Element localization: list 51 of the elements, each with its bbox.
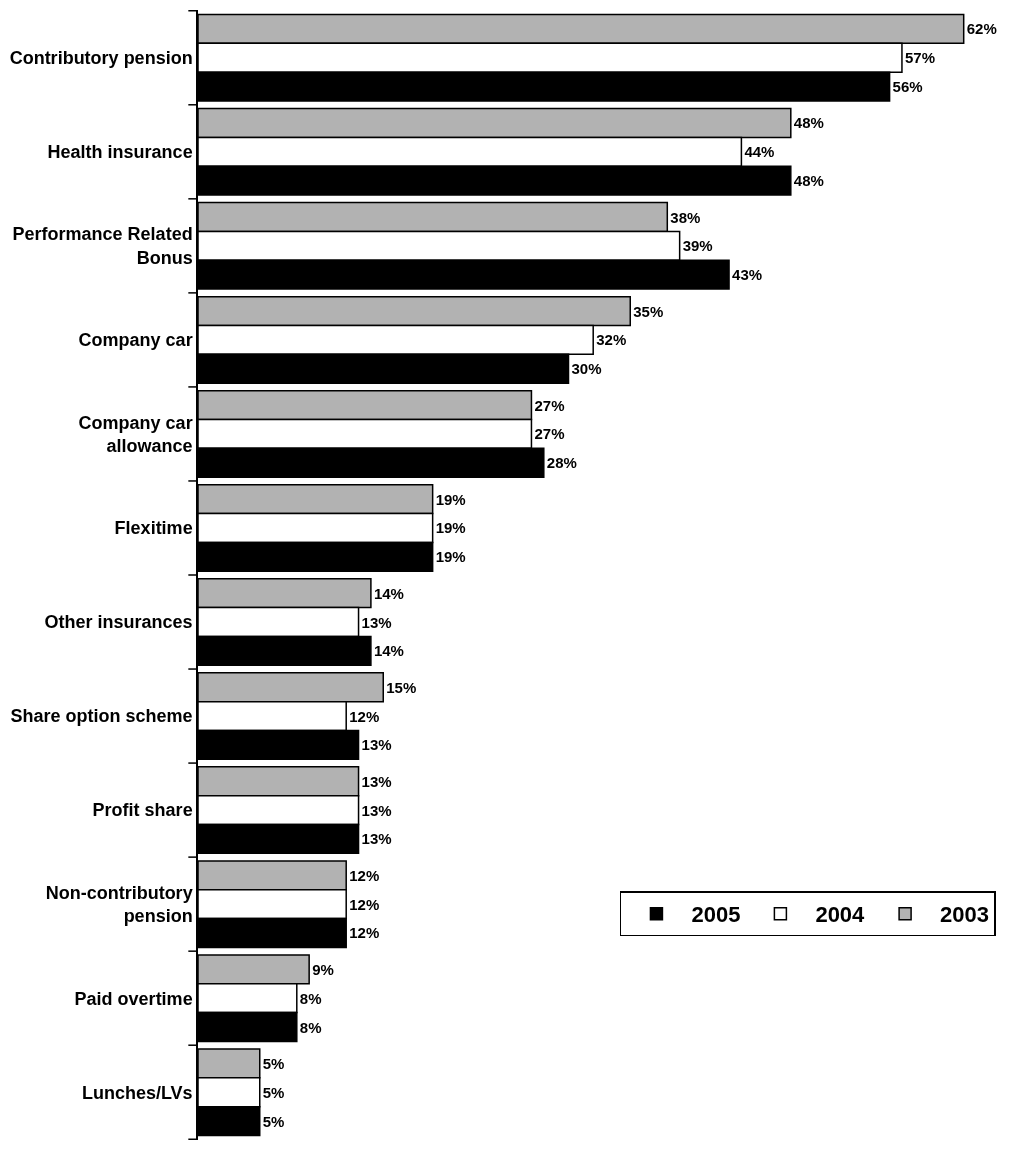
data-label: 13%: [361, 736, 392, 754]
data-label: 56%: [892, 78, 923, 96]
y-tick-label: Profit share: [92, 800, 193, 821]
data-label: 30%: [571, 360, 602, 378]
y-tick-label: Company car: [78, 330, 193, 351]
data-label: 28%: [546, 454, 577, 472]
y-tick-label: Company car allowance: [78, 412, 193, 456]
y-tick-label: Other insurances: [44, 612, 193, 633]
data-label: 13%: [361, 772, 392, 790]
y-tick-label: Performance Related Bonus: [12, 224, 193, 268]
data-label: 62%: [966, 20, 997, 38]
data-label: 48%: [793, 172, 824, 190]
data-label: 12%: [349, 924, 380, 942]
data-label: 27%: [534, 425, 565, 443]
data-label: 8%: [299, 989, 322, 1007]
data-label: 5%: [262, 1083, 285, 1101]
data-label: 43%: [732, 266, 763, 284]
data-label: 14%: [373, 584, 404, 602]
data-label: 32%: [596, 331, 627, 349]
data-label: 15%: [386, 678, 417, 696]
data-label: 13%: [361, 613, 392, 631]
data-label: 44%: [744, 143, 775, 161]
data-label: 27%: [534, 396, 565, 414]
legend-label: 2004: [815, 902, 866, 928]
y-tick-label: Paid overtime: [74, 988, 193, 1009]
y-tick-label: Share option scheme: [10, 706, 193, 727]
data-label: 13%: [361, 801, 392, 819]
legend-label: 2003: [940, 902, 990, 928]
data-label: 35%: [633, 302, 664, 320]
data-label: 39%: [682, 237, 713, 255]
data-label: 12%: [349, 895, 380, 913]
data-label: 9%: [312, 960, 334, 978]
data-label: 8%: [299, 1018, 322, 1036]
data-label: 19%: [435, 519, 466, 537]
data-label: 12%: [349, 866, 380, 884]
y-tick-label: Flexitime: [114, 518, 193, 539]
y-tick-label: Lunches/LVs: [81, 1082, 193, 1103]
legend-label: 2005: [691, 902, 741, 928]
data-label: 5%: [262, 1112, 285, 1130]
y-tick-label: Health insurance: [47, 142, 193, 163]
data-label: 14%: [373, 642, 404, 660]
data-label: 38%: [670, 208, 701, 226]
y-tick-label: Non-contributory pension: [45, 882, 193, 927]
data-label: 5%: [262, 1054, 285, 1072]
data-label: 12%: [349, 707, 380, 725]
data-label: 48%: [793, 114, 824, 132]
data-label: 13%: [361, 830, 392, 848]
data-label: 19%: [435, 490, 466, 508]
data-label: 57%: [904, 49, 935, 67]
y-tick-label: Contributory pension: [9, 48, 193, 69]
data-label: 19%: [435, 548, 466, 566]
